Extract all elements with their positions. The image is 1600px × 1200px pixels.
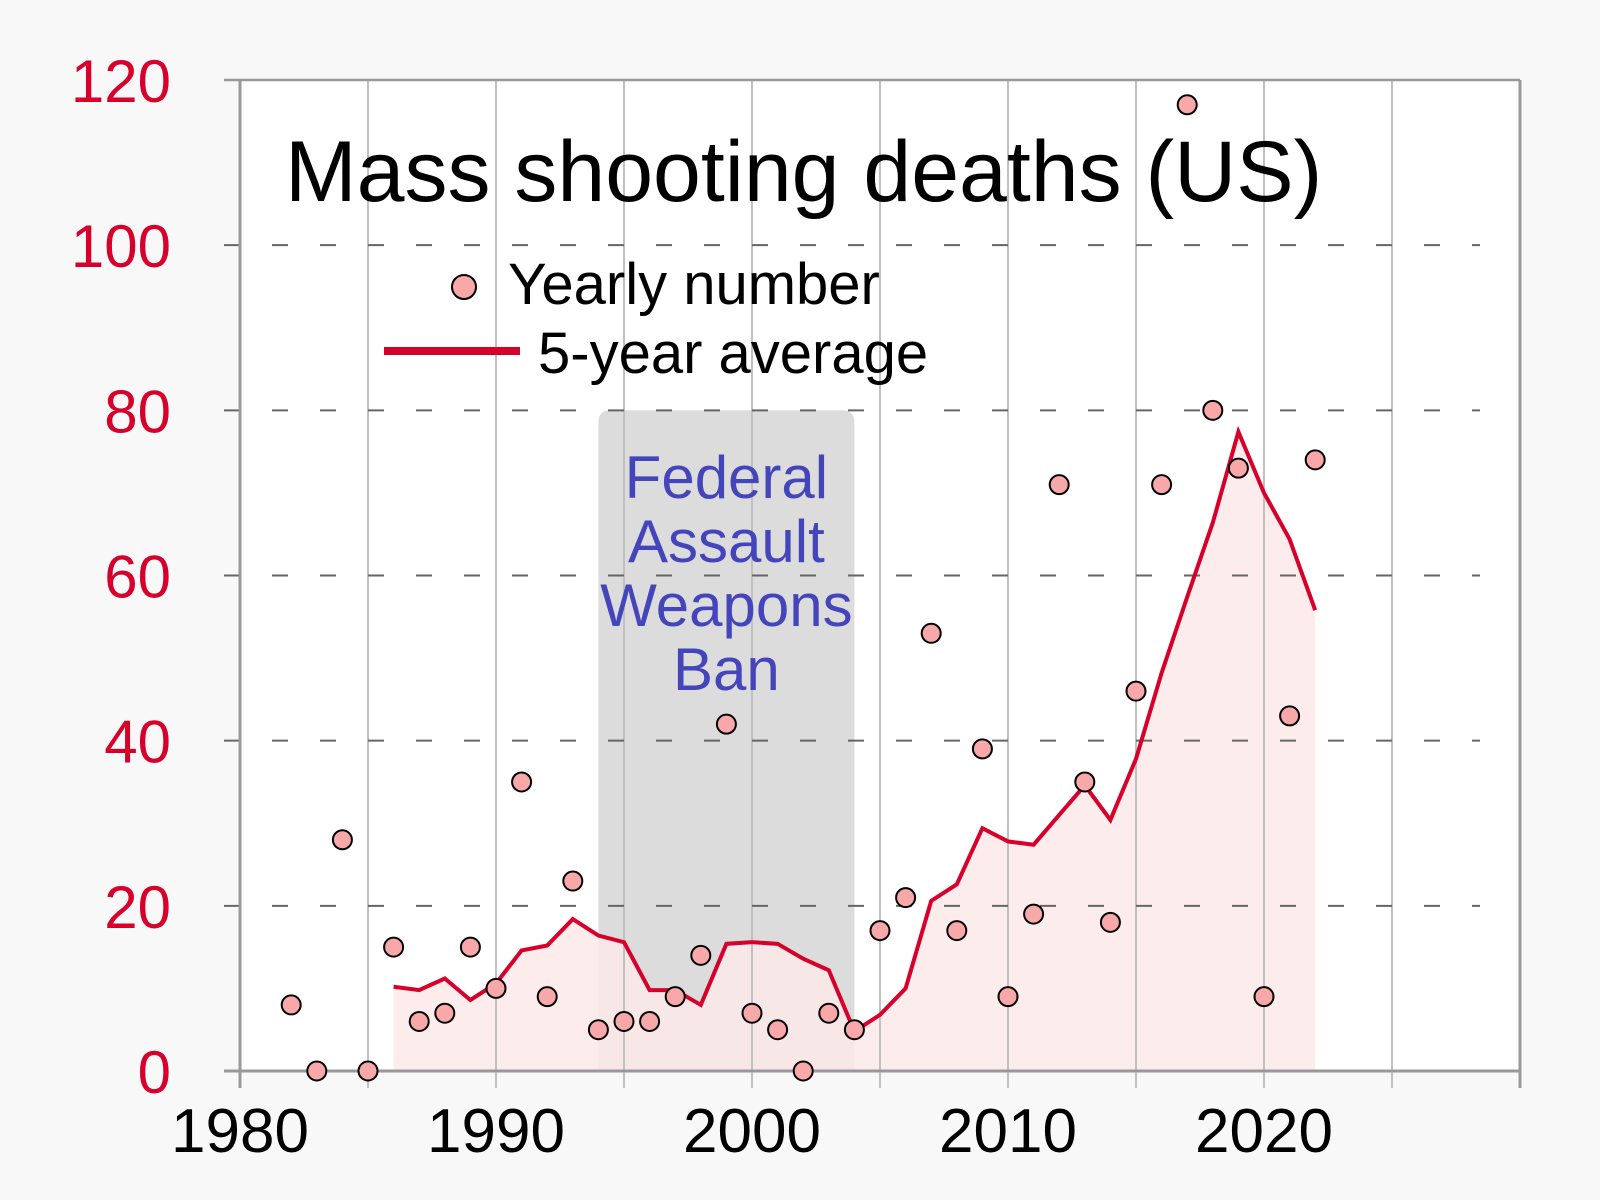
yearly-data-point	[1151, 474, 1173, 496]
yearly-data-point	[485, 977, 507, 999]
yearly-data-point	[715, 713, 737, 735]
yearly-data-point	[792, 1060, 814, 1082]
yearly-data-point	[1202, 399, 1224, 421]
yearly-data-point	[306, 1060, 328, 1082]
y-tick-label: 0	[138, 1039, 171, 1106]
x-tick-label: 2010	[939, 1097, 1077, 1166]
yearly-data-point	[1253, 986, 1275, 1008]
yearly-data-point	[818, 1002, 840, 1024]
annotation-label-line: Weapons	[600, 572, 852, 639]
yearly-data-point	[997, 986, 1019, 1008]
yearly-data-point	[639, 1010, 661, 1032]
yearly-data-point	[459, 936, 481, 958]
yearly-data-point	[946, 920, 968, 942]
x-tick-label: 2000	[683, 1097, 821, 1166]
annotation-label-line: Ban	[673, 636, 780, 703]
yearly-data-point	[971, 738, 993, 760]
y-tick-label: 120	[71, 48, 171, 115]
yearly-data-point	[613, 1010, 635, 1032]
y-tick-label: 20	[104, 874, 171, 941]
yearly-data-point	[1099, 911, 1121, 933]
y-tick-label: 100	[71, 213, 171, 280]
yearly-data-point	[1125, 680, 1147, 702]
y-tick-label: 80	[104, 378, 171, 445]
yearly-data-point	[1048, 474, 1070, 496]
yearly-data-point	[511, 771, 533, 793]
yearly-data-point	[895, 887, 917, 909]
chart-title: Mass shooting deaths (US)	[285, 124, 1322, 220]
yearly-data-point	[383, 936, 405, 958]
average-area-fill	[393, 431, 1316, 1071]
yearly-data-point	[1279, 705, 1301, 727]
y-tick-label: 60	[104, 544, 171, 611]
yearly-data-point	[869, 920, 891, 942]
yearly-data-point	[1074, 771, 1096, 793]
yearly-data-point	[690, 944, 712, 966]
yearly-data-point	[1176, 94, 1198, 116]
yearly-data-point	[536, 986, 558, 1008]
yearly-data-point	[357, 1060, 379, 1082]
yearly-data-point	[408, 1010, 430, 1032]
y-tick-label: 40	[104, 709, 171, 776]
yearly-data-point	[587, 1019, 609, 1041]
legend-label-average: 5-year average	[538, 321, 928, 386]
yearly-data-point	[1227, 457, 1249, 479]
yearly-data-point	[280, 994, 302, 1016]
yearly-data-point	[664, 986, 686, 1008]
yearly-data-point	[843, 1019, 865, 1041]
x-tick-label: 2020	[1195, 1097, 1333, 1166]
legend-marker-yearly	[451, 274, 477, 300]
yearly-data-point	[434, 1002, 456, 1024]
yearly-data-point	[920, 622, 942, 644]
yearly-data-point	[1023, 903, 1045, 925]
annotation-label-line: Federal	[625, 444, 828, 511]
yearly-data-point	[741, 1002, 763, 1024]
legend: Yearly number 5-year average	[384, 252, 928, 386]
annotation-label-line: Assault	[628, 508, 825, 575]
yearly-data-point	[767, 1019, 789, 1041]
yearly-data-point	[562, 870, 584, 892]
x-tick-label: 1990	[427, 1097, 565, 1166]
x-tick-label: 1980	[171, 1097, 309, 1166]
legend-label-yearly: Yearly number	[508, 252, 880, 317]
yearly-data-point	[1304, 449, 1326, 471]
yearly-data-point	[331, 829, 353, 851]
